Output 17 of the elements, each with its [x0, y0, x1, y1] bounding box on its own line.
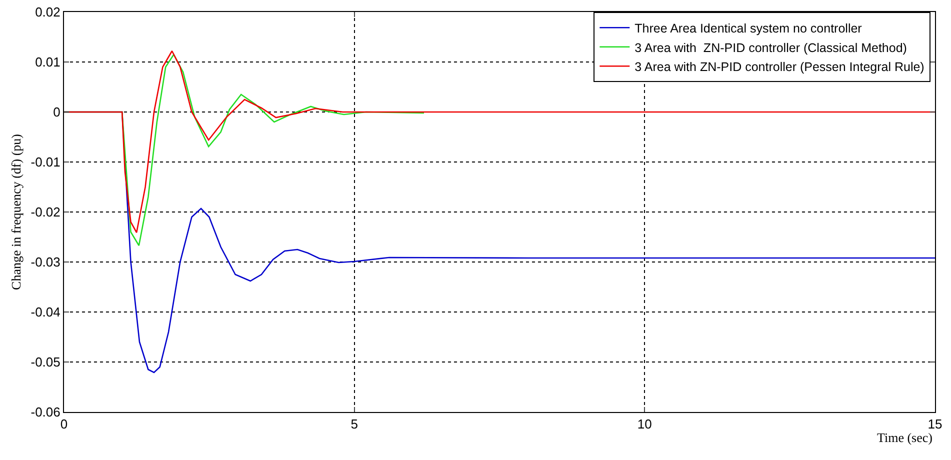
y-tick-label: -0.04 — [30, 304, 60, 320]
y-tick-label: -0.02 — [30, 204, 60, 220]
legend-label: Three Area Identical system no controller — [634, 22, 862, 36]
y-tick-label: -0.01 — [30, 154, 60, 170]
legend-label: 3 Area with ZN-PID controller (Classical Method) — [634, 40, 907, 55]
x-tick-label: 15 — [928, 416, 942, 432]
y-axis-title: Change in frequency (df) (pu) — [8, 134, 24, 290]
legend-label: 3 Area with ZN-PID controller (Pessen Integral Rule) — [634, 60, 924, 74]
x-tick-label: 10 — [637, 416, 652, 432]
x-axis-title: Time (sec) — [877, 430, 932, 445]
y-tick-label: 0 — [53, 104, 60, 120]
x-tick-label: 5 — [350, 416, 358, 432]
y-tick-label: -0.06 — [30, 404, 60, 420]
y-tick-label: -0.03 — [30, 254, 60, 270]
y-tick-label: 0.01 — [35, 54, 60, 70]
y-tick-label: 0.02 — [35, 4, 60, 20]
y-tick-label: -0.05 — [30, 354, 60, 370]
